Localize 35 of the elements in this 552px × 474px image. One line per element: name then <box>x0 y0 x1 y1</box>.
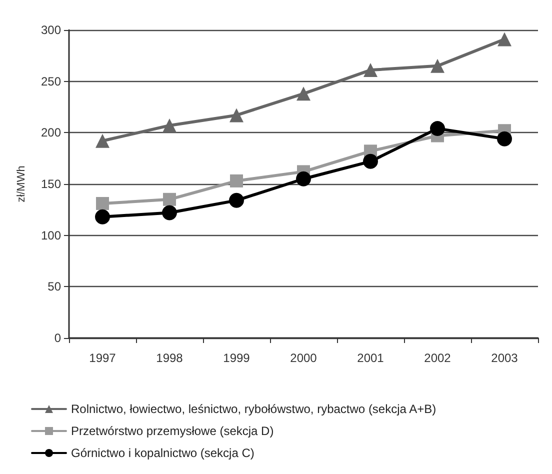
legend-label: Rolnictwo, łowiectwo, leśnictwo, rybołówstwo, rybactwo (sekcja A+B) <box>71 402 436 416</box>
point <box>430 121 445 136</box>
y-tick-label: 0 <box>54 331 62 345</box>
point <box>296 171 311 186</box>
point <box>230 174 243 188</box>
point <box>497 131 512 146</box>
x-tick-label: 2002 <box>424 351 452 365</box>
point <box>95 209 110 224</box>
point <box>163 192 176 206</box>
y-axis-title: zł/MWh <box>16 166 28 202</box>
x-tick-label: 1998 <box>156 351 184 365</box>
y-tick-label: 250 <box>40 74 62 88</box>
x-tick-label: 2001 <box>357 351 384 365</box>
point <box>96 197 109 210</box>
point <box>363 154 378 169</box>
y-tick-label: 50 <box>48 280 62 294</box>
point <box>364 63 378 78</box>
x-tick-label: 2000 <box>290 351 318 365</box>
x-tick-label: 1997 <box>89 351 116 365</box>
y-tick-label: 150 <box>40 177 62 191</box>
point <box>229 192 244 208</box>
point <box>230 108 244 122</box>
point <box>162 118 176 132</box>
y-tick-label: 100 <box>40 228 62 242</box>
point <box>430 58 444 73</box>
legend-label: Górnictwo i kopalnictwo (sekcja C) <box>71 446 254 460</box>
y-tick-label: 300 <box>40 23 62 37</box>
legend-label: Przetwórstwo przemysłowe (sekcja D) <box>71 424 274 438</box>
point <box>162 205 177 220</box>
x-tick-label: 2003 <box>491 351 518 365</box>
x-tick-label: 1999 <box>223 351 250 365</box>
point <box>96 134 110 148</box>
point <box>296 86 310 101</box>
point <box>498 32 512 46</box>
y-tick-label: 200 <box>40 126 62 140</box>
